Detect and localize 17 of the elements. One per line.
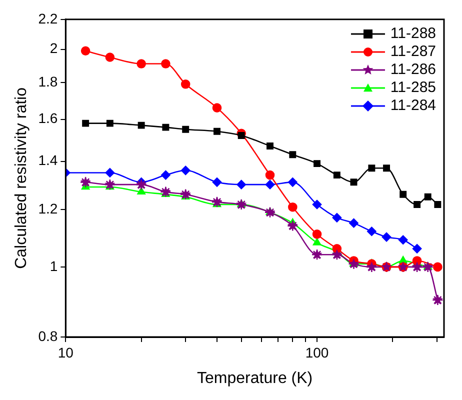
y-axis-title: Calculated resistivity ratio [13, 87, 30, 269]
y-tick-label: 0.8 [38, 328, 58, 344]
y-tick-label: 1 [50, 258, 58, 274]
legend-label: 11-288 [390, 25, 436, 44]
legend-label: 11-287 [390, 43, 436, 62]
y-tick-label: 1.8 [38, 73, 58, 90]
y-tick-label: 1.6 [38, 110, 58, 126]
x-tick-label: 10 [58, 344, 74, 360]
legend-label: 11-286 [390, 61, 436, 80]
y-tick-label: 1.2 [38, 200, 58, 217]
y-tick-label: 1.4 [38, 152, 58, 168]
y-tick-label: 2 [50, 40, 58, 56]
y-tick-label: 2.2 [38, 10, 58, 26]
x-axis-title: Temperature (K) [197, 370, 313, 387]
legend-label: 11-285 [390, 79, 436, 98]
x-tick-label: 100 [305, 344, 329, 360]
legend-label: 11-284 [390, 97, 436, 116]
